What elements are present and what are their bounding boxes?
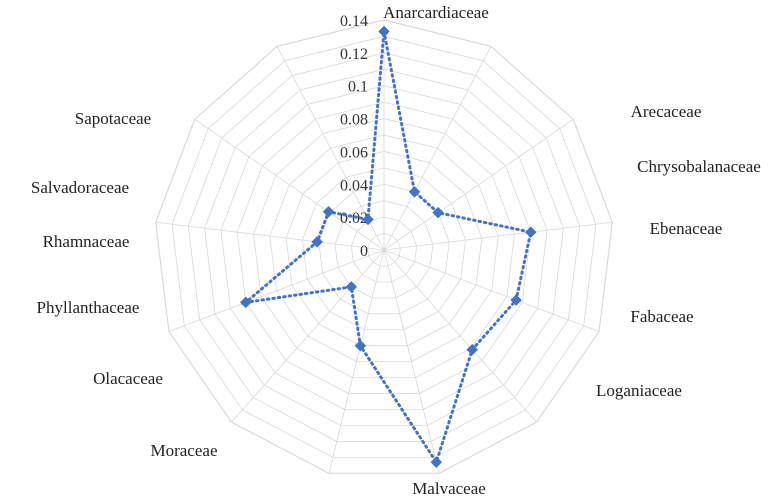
grid-ring — [350, 216, 418, 283]
series-line — [240, 31, 533, 466]
grid-ring — [236, 101, 532, 394]
category-label-fabaceae: Fabaceae — [630, 307, 693, 326]
category-label-salvadoraceae: Salvadoraceae — [31, 178, 129, 197]
grid-spoke — [328, 249, 385, 474]
grid-ring — [171, 36, 597, 458]
category-labels: Anarcardiaceae Arecaceae Chrysobalanaceae E… — [31, 3, 761, 498]
data-point-sapotaceae — [362, 213, 374, 226]
grid-spoke — [155, 221, 385, 251]
category-label-ebenaceae: Ebenaceae — [650, 219, 723, 238]
radar-grid — [155, 19, 613, 474]
data-point-malvaceae — [430, 456, 443, 469]
grid-ring — [220, 85, 548, 410]
radial-tick-label: 0.12 — [340, 46, 368, 63]
category-label-malvaceae: Malvaceae — [412, 479, 486, 498]
category-label-olacaceae: Olacaceae — [93, 369, 163, 388]
grid-ring — [253, 118, 515, 379]
category-label-phyllanthaceae: Phyllanthaceae — [37, 298, 140, 317]
data-point-chrysobalanaceae — [432, 206, 444, 219]
radial-tick-label: 0.1 — [348, 79, 368, 96]
data-point-olacaceae — [345, 281, 358, 293]
data-point-fabaceae — [510, 294, 522, 306]
category-label-anarcardiaceae: Anarcardiaceae — [383, 3, 489, 22]
grid-ring — [204, 68, 564, 426]
grid-ring — [334, 200, 434, 299]
radial-tick-label: 0.08 — [340, 112, 368, 129]
data-point-rhamnaceae — [311, 236, 323, 248]
grid-ring — [285, 151, 483, 347]
radial-tick-label: 0.06 — [340, 144, 368, 161]
data-point-salvadoraceae — [322, 205, 335, 218]
category-label-arecaceae: Arecaceae — [631, 102, 702, 121]
grid-spoke — [194, 119, 385, 251]
data-point-phyllanthaceae — [239, 296, 252, 309]
grid-ring — [269, 134, 499, 363]
grid-spoke — [383, 46, 492, 251]
category-label-chrysobalanaceae: Chrysobalanaceae — [637, 157, 761, 176]
grid-spoke — [383, 249, 537, 423]
grid-spoke — [383, 221, 613, 251]
grid-ring — [367, 233, 401, 267]
data-point-anarcardiaceae — [378, 25, 390, 38]
radial-tick-label: 0.02 — [340, 210, 368, 227]
grid-ring — [155, 19, 613, 474]
data-point-ebenaceae — [524, 226, 537, 239]
radial-tick-label: 0.04 — [340, 177, 368, 194]
grid-ring — [318, 183, 450, 315]
data-point-loganiaceae — [466, 343, 479, 356]
radar-series — [239, 25, 537, 469]
grid-spoke — [231, 249, 385, 423]
radial-tick-labels: 0 0.02 0.04 0.06 0.08 0.1 0.12 0.14 — [340, 13, 368, 260]
category-label-rhamnaceae: Rhamnaceae — [43, 232, 130, 251]
category-label-moraceae: Moraceae — [150, 441, 217, 460]
radial-tick-label: 0 — [360, 243, 368, 260]
data-point-moraceae — [354, 339, 367, 352]
radial-tick-label: 0.14 — [340, 13, 368, 30]
grid-ring — [187, 52, 581, 442]
grid-spoke — [383, 249, 600, 332]
grid-spoke — [383, 119, 574, 251]
grid-spoke — [383, 249, 440, 474]
data-point-arecaceae — [408, 185, 421, 198]
category-label-sapotaceae: Sapotaceae — [75, 109, 151, 128]
grid-spoke — [168, 249, 385, 332]
grid-ring — [302, 167, 466, 331]
category-label-loganiaceae: Loganiaceae — [596, 381, 682, 400]
